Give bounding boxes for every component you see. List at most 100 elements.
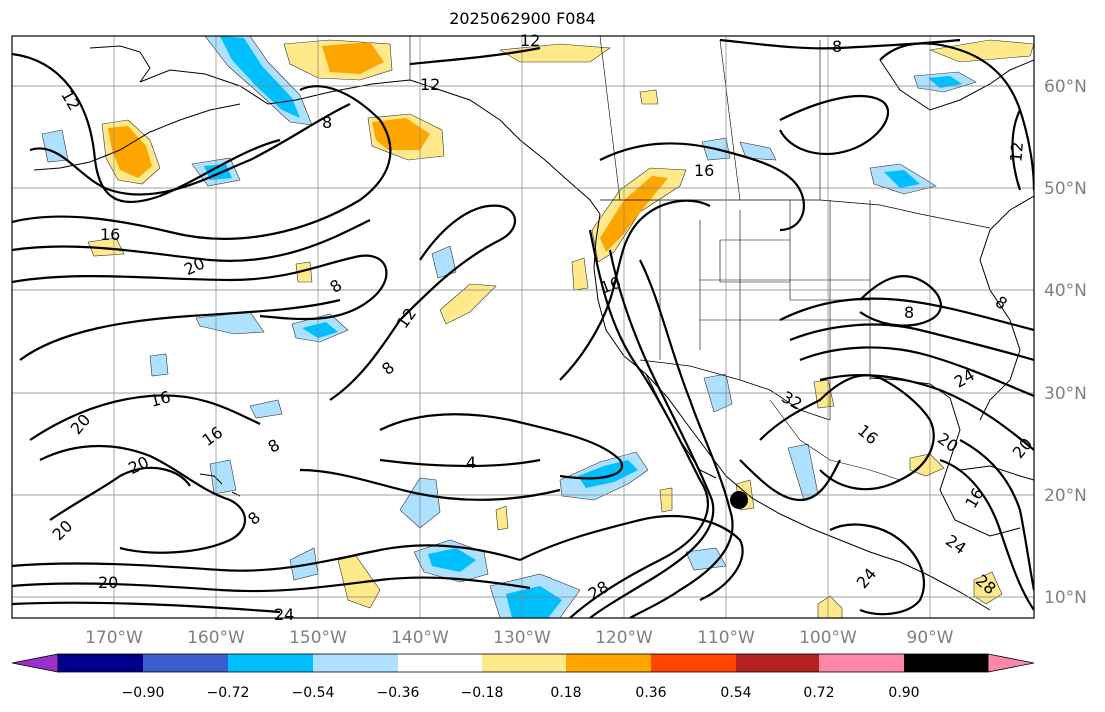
contour-line [12, 544, 521, 572]
contour-line [779, 297, 1034, 332]
shade-blue-small1 [149, 353, 169, 377]
lon-label: 110°W [697, 628, 755, 648]
lon-label: 130°W [493, 628, 551, 648]
contour-line [519, 514, 744, 601]
border-us-canada [600, 199, 991, 229]
shade-orange-mid [439, 283, 497, 325]
shade-cyan-ne [928, 76, 962, 88]
contour-label: 12 [1006, 141, 1027, 163]
shade-orange-small7 [571, 257, 589, 291]
coast-eastcoast [979, 195, 1034, 421]
contour-line [599, 142, 805, 232]
shade-cyan-canada [884, 170, 920, 188]
border-us-mexico [639, 359, 831, 421]
colorbar-segment [143, 654, 228, 672]
contour-line [379, 458, 541, 468]
contour-line [799, 346, 1034, 398]
colorbar-segment [58, 654, 143, 672]
colorbar-frame [57, 653, 989, 673]
shade-cyan-trop3 [506, 586, 562, 618]
lat-label: 40°N [1044, 281, 1087, 301]
colorbar-segment [482, 654, 566, 672]
lon-label: 100°W [799, 628, 857, 648]
shade-orange-small3 [659, 487, 673, 513]
shade-orange-small4 [495, 505, 509, 531]
colorbar-segment [736, 654, 819, 672]
colorbar-segment [313, 654, 398, 672]
map-area: 12 8 12 8 16 8 16 20 8 12 16 8 16 20 16 … [11, 31, 1036, 624]
contour-line [12, 219, 371, 262]
contour-line [409, 46, 541, 66]
contour-line [29, 103, 351, 196]
coast-westcoast [593, 213, 991, 611]
contour-label: 8 [322, 113, 332, 132]
contour-label: 8 [832, 37, 842, 56]
lon-label: 120°W [595, 628, 653, 648]
colorbar-segment [819, 654, 904, 672]
contour-label: 8 [904, 303, 914, 322]
contour-line [829, 523, 925, 616]
coast-cuba [959, 465, 1034, 481]
contour-line [379, 413, 623, 480]
colorbar-segment [398, 654, 482, 672]
contour-line [29, 394, 261, 441]
colorbar-arrow-left [11, 653, 59, 673]
shade-cyan-alaska [220, 36, 300, 118]
contour-line [629, 259, 734, 618]
lon-label: 90°W [907, 628, 954, 648]
lat-label: 60°N [1044, 77, 1087, 97]
lat-label: 50°N [1044, 179, 1087, 199]
contour-label: 20 [98, 573, 118, 592]
colorbar-tick-label: 0.54 [720, 685, 751, 701]
colorbar-tick-label: −0.18 [461, 685, 504, 701]
colorbar-tick-label: 0.18 [550, 685, 581, 701]
contour-line [299, 468, 561, 501]
shade-orange-north1-core [322, 42, 384, 74]
contour-line [12, 601, 281, 614]
lat-label: 20°N [1044, 486, 1087, 506]
shade-blue-socal [431, 245, 457, 279]
contour-label: 16 [148, 387, 173, 411]
border-canada [409, 36, 821, 201]
lon-label: 170°W [85, 628, 143, 648]
contour-label: 16 [694, 161, 714, 180]
contour-line [759, 374, 935, 491]
coast-aleutians [33, 103, 241, 171]
shade-orange-gulfmx [909, 453, 945, 477]
contour-line [12, 52, 281, 204]
shade-blue-small3 [209, 459, 237, 495]
contour-line [1011, 109, 1022, 191]
contour-line [12, 254, 388, 321]
contour-line [12, 85, 392, 240]
colorbar-segment [566, 654, 651, 672]
colorbar-tick-label: −0.72 [207, 685, 250, 701]
contour-line [569, 229, 709, 618]
border-mexico [769, 399, 901, 481]
contour-line [12, 576, 531, 593]
contour-line [39, 444, 246, 554]
shade-orange-coast-core [600, 176, 668, 252]
lon-label: 150°W [289, 628, 347, 648]
coast-bering [89, 45, 151, 83]
shade-orange-northeast [928, 39, 1034, 63]
shade-orange-small2 [295, 261, 313, 283]
colorbar-segment [651, 654, 736, 672]
colorbar-tick-label: 0.36 [635, 685, 666, 701]
contour-label: 4 [466, 453, 476, 472]
colorbar: −0.90 −0.72 −0.54 −0.36 −0.18 0.18 0.36 … [11, 653, 1035, 701]
coast-canada-bay [879, 59, 1034, 111]
colorbar-tick-label: 0.72 [803, 685, 834, 701]
colorbar-segment [228, 654, 313, 672]
black-dot-marker [730, 491, 748, 509]
colorbar-tick-label: 0.90 [888, 685, 919, 701]
contour-line [779, 94, 890, 155]
contour-line [49, 466, 191, 521]
shading-layer [41, 36, 1034, 618]
contour-layer [12, 38, 1034, 618]
shade-blue-small7 [739, 141, 777, 161]
contour-label: 24 [274, 605, 294, 624]
shade-orange-small1 [87, 237, 125, 257]
shade-cyan-mid1 [302, 322, 338, 338]
map-background [12, 36, 1034, 618]
